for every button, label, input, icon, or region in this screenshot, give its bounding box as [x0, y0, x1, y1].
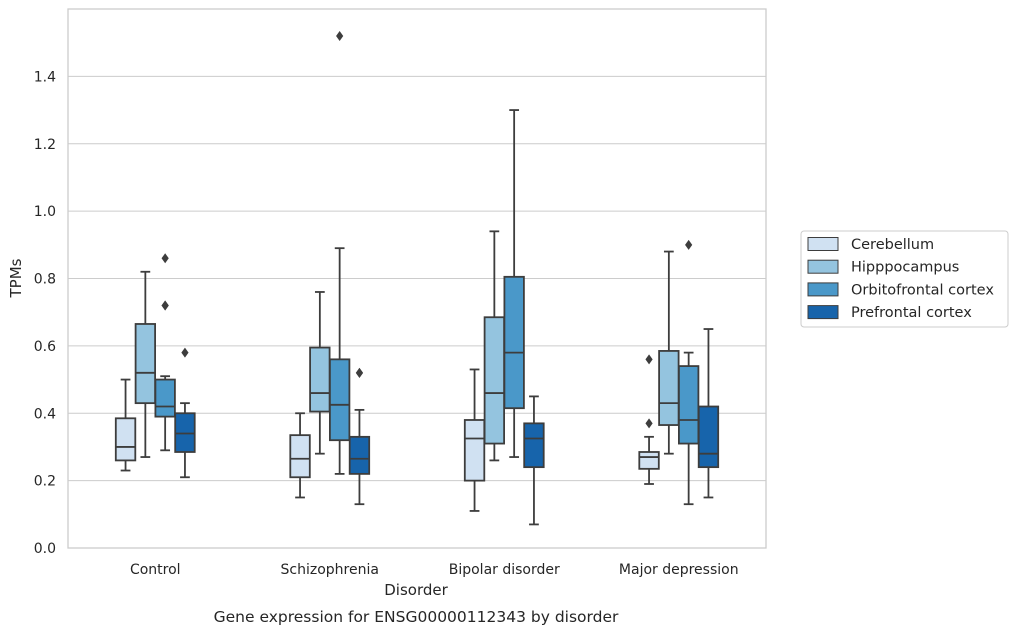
box-body [289, 434, 311, 479]
box [114, 378, 137, 472]
box [348, 367, 371, 506]
legend-item: Cerebellum [807, 237, 934, 253]
y-tick-label: 0.6 [34, 339, 56, 355]
y-tick-label: 0.4 [34, 406, 56, 422]
x-tick-label: Bipolar disorder [449, 562, 560, 578]
legend: Cerebellum Hipppocampus Orbitofrontal cort… [800, 230, 1009, 328]
outlier-point [181, 347, 189, 358]
box [289, 412, 311, 499]
legend-swatch [807, 305, 839, 320]
figure-caption: Gene expression for ENSG00000112343 by d… [214, 608, 619, 626]
box [503, 109, 525, 458]
box-body [678, 365, 700, 445]
box [328, 30, 351, 475]
outlier-point [161, 253, 169, 264]
legend-item: Orbitofrontal cortex [807, 282, 994, 298]
box-body [114, 417, 137, 462]
box [463, 368, 486, 512]
outlier-point [645, 354, 653, 365]
legend-item: Prefrontal cortex [807, 305, 972, 321]
legend-label: Orbitofrontal cortex [851, 282, 994, 298]
x-tick-labels: Control Schizophrenia Bipolar disorder Majo… [130, 562, 739, 578]
legend-label: Cerebellum [851, 237, 934, 253]
box-series [114, 30, 720, 526]
y-tick-label: 1.4 [34, 69, 56, 85]
box-body [154, 378, 176, 418]
box-body [328, 358, 351, 442]
outlier-point [336, 30, 344, 41]
legend-frame [800, 230, 1009, 328]
box-body [523, 422, 545, 469]
box [523, 395, 545, 526]
box [134, 270, 157, 458]
y-axis-label: TPMs [7, 258, 25, 298]
x-tick-label: Control [130, 562, 181, 578]
y-tick-label: 0.2 [34, 474, 56, 490]
y-tick-label: 0.8 [34, 272, 56, 288]
plot-frame [67, 8, 767, 549]
box [154, 253, 176, 452]
legend-item: Hipppocampus [807, 259, 959, 276]
box-body [463, 419, 486, 482]
x-axis-label: Disorder [384, 581, 448, 599]
y-tick-label: 0.0 [34, 541, 56, 557]
outlier-point [645, 418, 653, 429]
box-body [503, 275, 525, 410]
box-body [134, 323, 157, 405]
x-tick-label: Schizophrenia [281, 562, 379, 578]
x-tick-label: Major depression [619, 562, 739, 578]
y-tick-label: 1.0 [34, 204, 56, 220]
outlier-point [685, 239, 693, 250]
legend-label: Prefrontal cortex [851, 305, 972, 321]
box-body [638, 451, 660, 470]
box-body [309, 346, 331, 413]
outlier-point [355, 367, 364, 378]
legend-swatch [807, 237, 839, 251]
y-tick-labels: 0.0 0.2 0.4 0.6 0.8 1.0 1.2 1.4 [34, 69, 56, 557]
box [483, 230, 506, 462]
box [678, 239, 700, 506]
box [638, 354, 660, 485]
legend-swatch [807, 259, 839, 274]
legend-swatch [807, 282, 839, 297]
box-body [697, 405, 720, 469]
y-tick-label: 1.2 [34, 137, 56, 153]
box-body [348, 435, 371, 475]
box-body [483, 316, 506, 445]
box [658, 250, 680, 455]
legend-label: Hipppocampus [851, 260, 959, 276]
box [697, 328, 720, 499]
box [174, 347, 196, 479]
box [309, 291, 331, 455]
outlier-point [161, 300, 169, 311]
box-body [658, 350, 680, 426]
